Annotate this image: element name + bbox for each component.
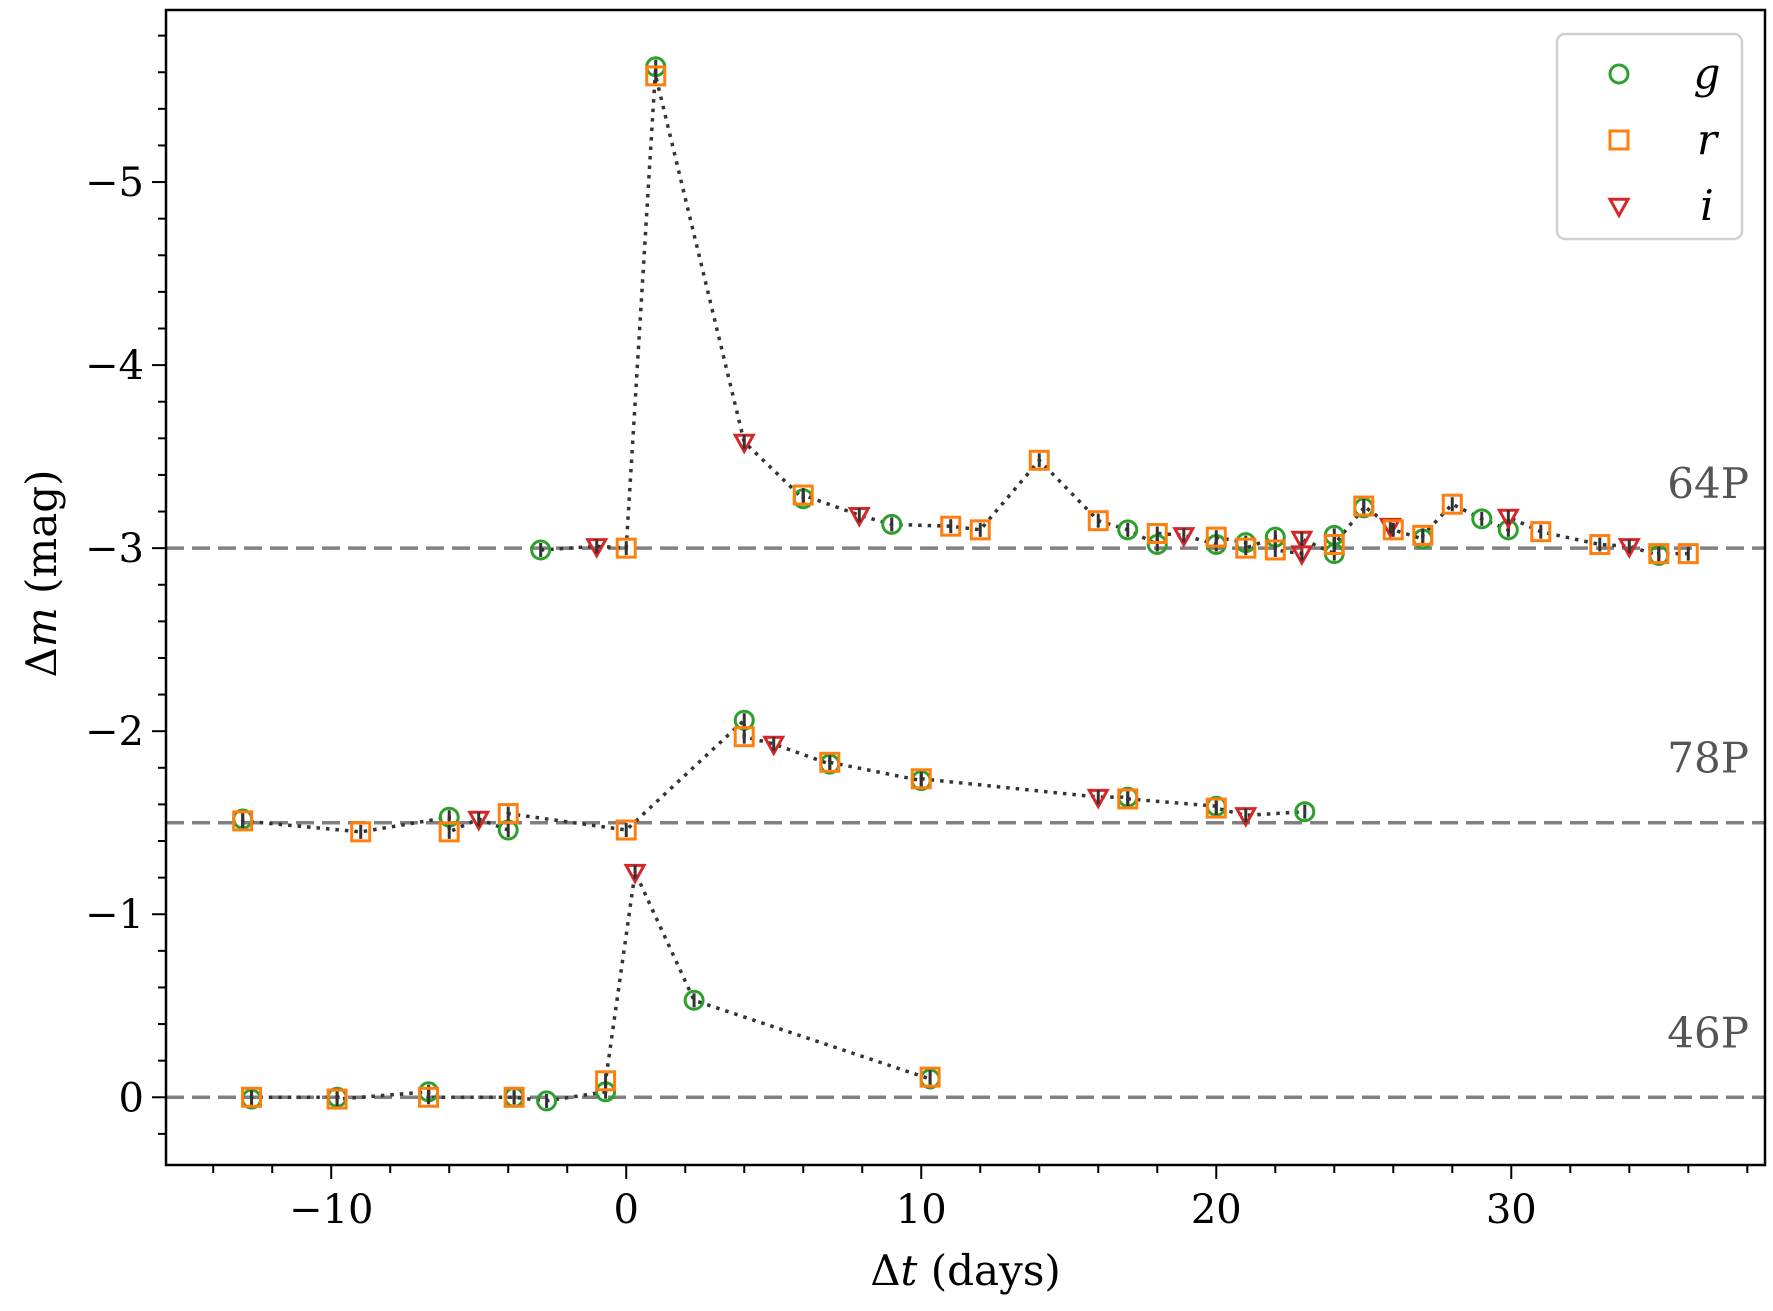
data-point-78P-r [819, 751, 841, 773]
data-point-64P-r [1087, 510, 1109, 532]
y-tick-label: −5 [85, 160, 144, 206]
data-point-64P-r [1648, 543, 1670, 565]
data-point-64P-r [969, 519, 991, 541]
data-point-78P-r [438, 821, 460, 843]
data-point-64P-r [1589, 533, 1611, 555]
data-point-78P-r [350, 821, 372, 843]
y-tick-label: −3 [85, 526, 144, 572]
comet-label-64P: 64P [1667, 459, 1749, 508]
data-point-64P-r [1412, 524, 1434, 546]
axes-frame [164, 8, 1767, 1167]
data-point-78P-r [615, 819, 637, 841]
x-axis-label: Δt (days) [870, 1246, 1061, 1295]
data-point-46P-r [595, 1070, 617, 1092]
data-point-46P-r [418, 1086, 440, 1108]
legend-label-r: r [1697, 115, 1720, 164]
data-point-46P-r [503, 1086, 525, 1108]
x-tick-label: 0 [614, 1187, 639, 1233]
y-axis-label: Δm (mag) [17, 469, 66, 677]
legend-marker-g [1608, 63, 1630, 85]
data-point-64P-r [1677, 543, 1699, 565]
y-axis-ticks: 0 −1 −2 −3 −4 −5 [85, 34, 166, 1135]
legend-label-g: g [1694, 49, 1721, 98]
data-point-78P-r [733, 726, 755, 748]
data-point-78P-r [497, 803, 519, 825]
data-point-64P-r [1205, 526, 1227, 548]
legend: gri [1555, 32, 1744, 241]
data-point-64P-g [1471, 508, 1493, 530]
data-point-64P-r [792, 484, 814, 506]
x-tick-label: 20 [1191, 1187, 1242, 1233]
data-point-64P-r [1028, 449, 1050, 471]
data-point-64P-r [1146, 523, 1168, 545]
data-point-64P-r [1235, 537, 1257, 559]
y-tick-label: −4 [85, 343, 144, 389]
data-point-64P-r [615, 537, 637, 559]
comet-labels: 64P 78P 46P [1667, 459, 1749, 1057]
data-point-64P-g [530, 539, 552, 561]
data-point-64P-g [1117, 519, 1139, 541]
data-point-46P-r [919, 1066, 941, 1088]
data-point-64P-r [1382, 519, 1404, 541]
data-point-64P-r [940, 515, 962, 537]
data-point-78P-g [733, 709, 755, 731]
data-point-64P-r [645, 65, 667, 87]
data-point-64P-r [1530, 521, 1552, 543]
data-point-78P-r [1117, 788, 1139, 810]
data-point-64P-r [1323, 533, 1345, 555]
data-point-78P-r [232, 810, 254, 832]
data-point-46P-g [536, 1090, 558, 1112]
comet-label-78P: 78P [1667, 734, 1749, 783]
data-point-64P-g [881, 513, 903, 535]
y-tick-label: −1 [85, 892, 144, 938]
comet-label-46P: 46P [1667, 1008, 1749, 1057]
x-tick-label: 30 [1486, 1187, 1537, 1233]
data-point-46P-g [683, 989, 705, 1011]
data-point-78P-r [910, 768, 932, 790]
data-point-64P-r [1353, 495, 1375, 517]
y-tick-label: −2 [85, 709, 144, 755]
data-points [232, 56, 1699, 1112]
legend-label-i: i [1700, 181, 1713, 230]
data-point-78P-r [1205, 797, 1227, 819]
legend-marker-i [1607, 197, 1631, 219]
y-tick-label: 0 [119, 1075, 144, 1121]
data-point-46P-r [241, 1086, 263, 1108]
data-point-64P-r [1441, 493, 1463, 515]
x-axis-ticks: −10 0 10 20 30 [212, 1165, 1749, 1233]
x-tick-label: 10 [896, 1187, 947, 1233]
data-point-78P-g [497, 819, 519, 841]
data-point-64P-r [1264, 539, 1286, 561]
data-point-46P-r [326, 1088, 348, 1110]
legend-box [1555, 32, 1744, 241]
data-point-78P-g [1294, 801, 1316, 823]
x-tick-label: −10 [289, 1187, 373, 1233]
legend-marker-r [1608, 129, 1630, 151]
